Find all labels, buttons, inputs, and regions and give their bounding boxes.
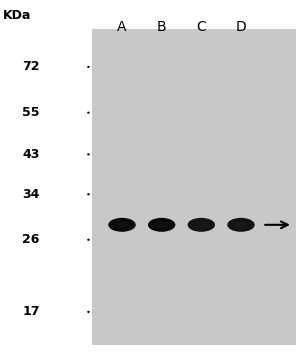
Ellipse shape [108, 218, 136, 232]
Ellipse shape [155, 221, 169, 228]
Text: 26: 26 [22, 233, 40, 246]
Ellipse shape [195, 221, 208, 228]
Ellipse shape [234, 221, 248, 228]
Ellipse shape [148, 218, 175, 232]
Ellipse shape [115, 221, 129, 228]
Text: D: D [235, 20, 246, 34]
Ellipse shape [227, 218, 255, 232]
Text: 72: 72 [22, 60, 40, 73]
Text: 55: 55 [22, 106, 40, 119]
Text: B: B [157, 20, 167, 34]
Text: C: C [196, 20, 206, 34]
Text: KDa: KDa [3, 9, 31, 22]
Text: 17: 17 [22, 305, 40, 318]
Text: 43: 43 [22, 148, 40, 161]
Ellipse shape [188, 218, 215, 232]
FancyBboxPatch shape [92, 29, 296, 345]
Text: A: A [117, 20, 127, 34]
Text: 34: 34 [22, 188, 40, 201]
